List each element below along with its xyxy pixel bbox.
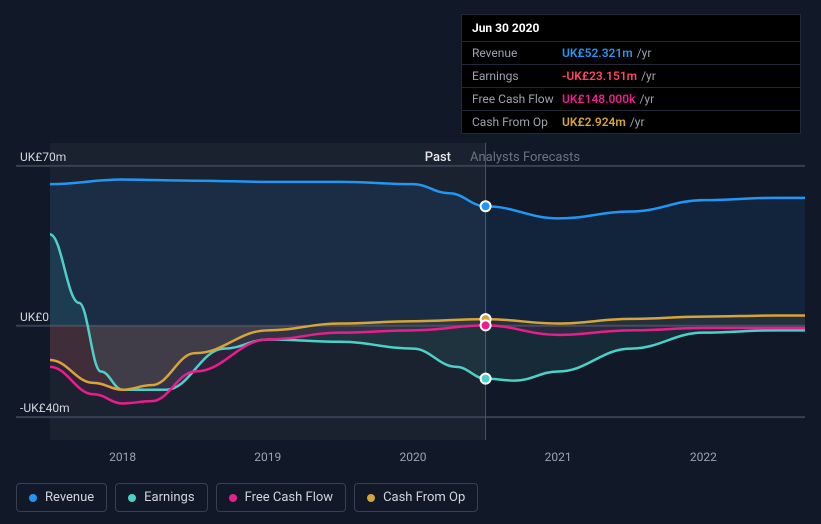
tooltip-row-unit: /yr [639,92,654,106]
tooltip-row-label: Cash From Op [472,115,562,129]
legend-dot-icon [128,494,136,502]
data-tooltip: Jun 30 2020 RevenueUK£52.321m/yrEarnings… [461,14,801,134]
x-axis-label: 2022 [690,450,717,464]
tooltip-row: Cash From OpUK£2.924m/yr [462,111,800,133]
legend-dot-icon [229,494,237,502]
legend-dot-icon [367,494,375,502]
tooltip-row: Earnings-UK£23.151m/yr [462,65,800,88]
past-label: Past [425,150,451,165]
tooltip-row-unit: /yr [641,69,656,83]
tooltip-row-label: Free Cash Flow [472,92,562,106]
legend-dot-icon [29,494,37,502]
legend: Revenue Earnings Free Cash Flow Cash From O… [16,483,478,512]
legend-item[interactable]: Revenue [16,483,107,512]
x-axis-label: 2020 [399,450,426,464]
y-axis-label: UK£70m [20,150,66,164]
legend-item[interactable]: Cash From Op [354,483,478,512]
x-axis-label: 2018 [109,450,136,464]
legend-item[interactable]: Earnings [115,483,207,512]
legend-label: Revenue [45,490,94,505]
tooltip-row: Free Cash FlowUK£148.000k/yr [462,88,800,111]
legend-label: Cash From Op [383,490,465,505]
tooltip-row-value: UK£52.321m [562,46,633,60]
legend-label: Free Cash Flow [245,490,333,505]
x-axis-label: 2021 [545,450,572,464]
tooltip-row-value: UK£2.924m [562,115,626,129]
legend-label: Earnings [144,490,194,505]
tooltip-row-label: Earnings [472,69,562,83]
forecast-label: Analysts Forecasts [470,150,580,165]
tooltip-row-value: -UK£23.151m [562,69,637,83]
tooltip-row-unit: /yr [630,115,645,129]
x-axis-label: 2019 [254,450,281,464]
tooltip-date: Jun 30 2020 [462,15,800,42]
tooltip-row-value: UK£148.000k [562,92,635,106]
tooltip-row: RevenueUK£52.321m/yr [462,42,800,65]
y-axis-label: UK£0 [20,310,49,324]
legend-item[interactable]: Free Cash Flow [216,483,346,512]
tooltip-row-label: Revenue [472,46,562,60]
chart-container: Jun 30 2020 RevenueUK£52.321m/yrEarnings… [0,0,821,524]
y-axis-label: -UK£40m [20,401,70,415]
tooltip-row-unit: /yr [637,46,652,60]
